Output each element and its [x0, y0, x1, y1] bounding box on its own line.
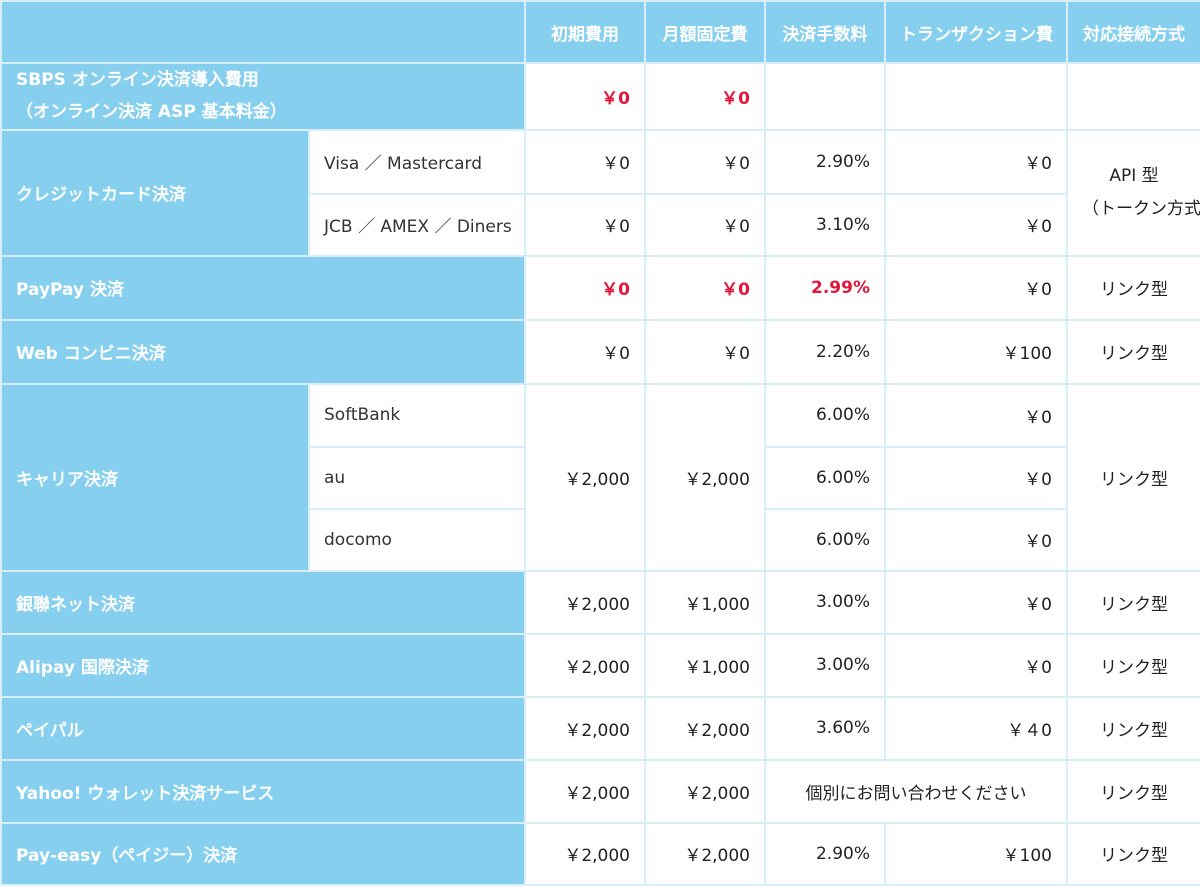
payment-fee-cell: 6.00%: [764, 382, 886, 448]
monthly-fee-cell: ￥2,000: [644, 695, 766, 761]
monthly-fee-cell: ￥0: [644, 318, 766, 385]
monthly-fee-cell: ￥0: [644, 254, 766, 321]
transaction-fee-cell: ￥0: [884, 192, 1068, 257]
method-line: （トークン方式）: [1082, 198, 1200, 219]
payment-fee-cell: 3.10%: [764, 192, 886, 257]
sub-label-softbank: SoftBank: [308, 382, 526, 448]
transaction-fee-cell: ￥100: [884, 821, 1068, 886]
payment-fee-cell: 3.60%: [764, 695, 886, 761]
row-label-sbps: SBPS オンライン決済導入費用 （オンライン決済 ASP 基本料金）: [0, 62, 526, 131]
initial-cost-cell: ￥0: [524, 318, 646, 385]
sub-label-visa-mastercard: Visa ／ Mastercard: [308, 128, 526, 195]
table-row: JCB ／ AMEX ／ Diners ￥0 ￥0 3.10% ￥0: [1, 192, 1200, 257]
transaction-fee-cell: ￥0: [884, 507, 1068, 572]
initial-cost-cell: ￥2,000: [524, 758, 646, 824]
sub-label-jcb-amex-diners: JCB ／ AMEX ／ Diners: [308, 192, 526, 257]
header-connection-method: 対応接続方式: [1066, 0, 1200, 64]
header-monthly-fee: 月額固定費: [644, 0, 766, 64]
initial-cost-cell: ￥2,000: [524, 569, 646, 635]
initial-cost-cell: ￥2,000: [524, 632, 646, 698]
fee-inquiry-note: 個別にお問い合わせください: [764, 758, 1068, 824]
row-label-paypay: PayPay 決済: [0, 254, 526, 321]
transaction-fee-cell: ￥４0: [884, 695, 1068, 761]
connection-method-cell: リンク型: [1066, 254, 1200, 321]
payment-fee-cell: 2.90%: [764, 128, 886, 195]
monthly-fee-cell: ￥2,000: [644, 382, 766, 572]
row-label-line: SBPS オンライン決済導入費用: [16, 70, 259, 90]
monthly-fee-cell: ￥2,000: [644, 821, 766, 886]
connection-method-cell: リンク型: [1066, 758, 1200, 824]
table-row: SBPS オンライン決済導入費用 （オンライン決済 ASP 基本料金） ￥0 ￥…: [0, 62, 1200, 131]
row-label-alipay: Alipay 国際決済: [0, 632, 526, 698]
table-row: Web コンビニ決済 ￥0 ￥0 2.20% ￥100 リンク型: [0, 318, 1200, 385]
payment-fee-cell: 2.20%: [764, 318, 886, 385]
table-row: docomo 6.00% ￥0: [1, 507, 1200, 572]
transaction-fee-cell: ￥0: [884, 382, 1068, 448]
transaction-fee-cell: ￥0: [884, 569, 1068, 635]
initial-cost-cell: ￥0: [524, 192, 646, 257]
transaction-fee-cell: ￥0: [884, 254, 1068, 321]
transaction-fee-cell: ￥0: [884, 632, 1068, 698]
row-label-paypal: ペイパル: [0, 695, 526, 761]
header-initial-cost: 初期費用: [524, 0, 646, 64]
monthly-fee-cell: ￥0: [644, 192, 766, 257]
monthly-fee-cell: ￥2,000: [644, 758, 766, 824]
connection-method-cell: リンク型: [1066, 632, 1200, 698]
payment-fee-cell: 3.00%: [764, 632, 886, 698]
table-row: au 6.00% ￥0: [1, 445, 1200, 510]
header-payment-fee: 決済手数料: [764, 0, 886, 64]
header-corner-cell: [0, 0, 526, 64]
row-label-unionpay: 銀聯ネット決済: [0, 569, 526, 635]
payment-fee-cell: [764, 62, 886, 131]
table-row: Pay-easy（ペイジー）決済 ￥2,000 ￥2,000 2.90% ￥10…: [0, 821, 1200, 886]
connection-method-cell: [1066, 62, 1200, 131]
payment-fee-cell: 3.00%: [764, 569, 886, 635]
row-label-credit: クレジットカード決済: [0, 128, 310, 257]
row-label-payeasy: Pay-easy（ペイジー）決済: [0, 821, 526, 886]
table-row: Yahoo! ウォレット決済サービス ￥2,000 ￥2,000 個別にお問い合…: [0, 758, 1200, 824]
table-row: クレジットカード決済 Visa ／ Mastercard ￥0 ￥0 2.90%…: [0, 128, 1200, 257]
row-label-carrier: キャリア決済: [0, 382, 310, 572]
initial-cost-cell: ￥0: [524, 128, 646, 195]
sub-label-docomo: docomo: [308, 507, 526, 572]
payment-fee-cell: 2.99%: [764, 254, 886, 321]
payment-fee-cell: 6.00%: [764, 445, 886, 510]
table-row: ペイパル ￥2,000 ￥2,000 3.60% ￥４0 リンク型: [0, 695, 1200, 761]
connection-method-cell: リンク型: [1066, 821, 1200, 886]
connection-method-cell: API 型 （トークン方式）: [1066, 128, 1200, 257]
monthly-fee-cell: ￥1,000: [644, 569, 766, 635]
connection-method-cell: リンク型: [1066, 569, 1200, 635]
row-label-line: （オンライン決済 ASP 基本料金）: [16, 102, 287, 123]
table-row: PayPay 決済 ￥0 ￥0 2.99% ￥0 リンク型: [0, 254, 1200, 321]
monthly-fee-cell: ￥0: [644, 62, 766, 131]
transaction-fee-cell: ￥0: [884, 128, 1068, 195]
row-label-web-conveni: Web コンビニ決済: [0, 318, 526, 385]
initial-cost-cell: ￥2,000: [524, 695, 646, 761]
monthly-fee-cell: ￥1,000: [644, 632, 766, 698]
row-label-yahoo-wallet: Yahoo! ウォレット決済サービス: [0, 758, 526, 824]
table-row: Alipay 国際決済 ￥2,000 ￥1,000 3.00% ￥0 リンク型: [0, 632, 1200, 698]
transaction-fee-cell: ￥100: [884, 318, 1068, 385]
payment-fee-cell: 6.00%: [764, 507, 886, 572]
transaction-fee-cell: [884, 62, 1068, 131]
header-transaction-fee: トランザクション費: [884, 0, 1068, 64]
transaction-fee-cell: ￥0: [884, 445, 1068, 510]
table-row: 銀聯ネット決済 ￥2,000 ￥1,000 3.00% ￥0 リンク型: [0, 569, 1200, 635]
monthly-fee-cell: ￥0: [644, 128, 766, 195]
initial-cost-cell: ￥0: [524, 254, 646, 321]
connection-method-cell: リンク型: [1066, 695, 1200, 761]
initial-cost-cell: ￥2,000: [524, 382, 646, 572]
header-row: 初期費用 月額固定費 決済手数料 トランザクション費 対応接続方式: [0, 0, 1200, 64]
connection-method-cell: リンク型: [1066, 382, 1200, 572]
table-row: キャリア決済 SoftBank ￥2,000 ￥2,000 6.00% ￥0 リ…: [0, 382, 1200, 572]
connection-method-cell: リンク型: [1066, 318, 1200, 385]
initial-cost-cell: ￥0: [524, 62, 646, 131]
payment-fee-cell: 2.90%: [764, 821, 886, 886]
method-line: API 型: [1109, 166, 1159, 187]
initial-cost-cell: ￥2,000: [524, 821, 646, 886]
sub-label-au: au: [308, 445, 526, 510]
